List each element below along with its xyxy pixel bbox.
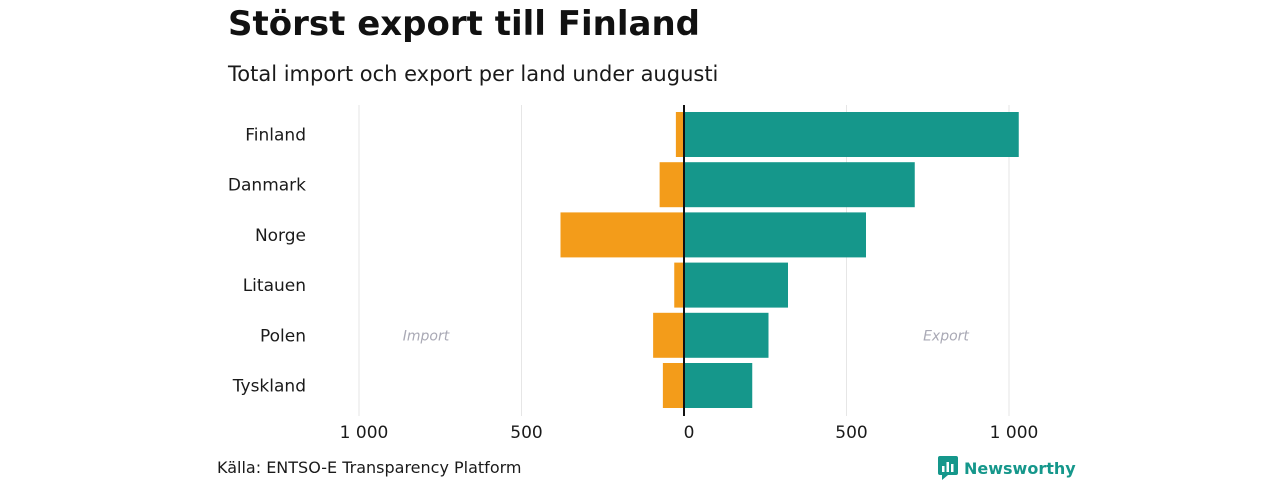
import-bar <box>659 162 684 208</box>
category-label: Norge <box>255 226 306 246</box>
brand-name: Newsworthy <box>964 458 1076 478</box>
export-bar <box>684 312 769 358</box>
x-tick-label: 500 <box>510 423 542 443</box>
category-label: Litauen <box>243 276 306 296</box>
category-label: Finland <box>245 126 306 146</box>
chart-title: Störst export till Finland <box>228 4 701 44</box>
export-bar <box>684 212 866 258</box>
category-label: Tyskland <box>232 377 306 397</box>
import-bar <box>662 363 684 408</box>
chart-subtitle: Total import och export per land under a… <box>228 62 719 86</box>
import-bar <box>674 262 684 308</box>
import-bar <box>675 112 684 157</box>
brand-logo: Newsworthy <box>938 456 1076 480</box>
source-note: Källa: ENTSO-E Transparency Platform <box>217 458 522 477</box>
annotation-label: Import <box>403 328 450 344</box>
import-bar <box>653 312 684 358</box>
newsworthy-logo-icon <box>938 456 958 480</box>
import-bar <box>560 212 684 258</box>
annotation-label: Export <box>923 328 969 344</box>
x-tick-label: 500 <box>835 423 867 443</box>
export-bar <box>684 112 1019 157</box>
x-tick-label: 1 000 <box>340 423 389 443</box>
export-bar <box>684 162 915 208</box>
category-label: Polen <box>260 326 306 346</box>
x-tick-label: 1 000 <box>990 423 1039 443</box>
export-bar <box>684 262 788 308</box>
category-label: Danmark <box>228 176 306 196</box>
export-bar <box>684 363 753 408</box>
x-tick-label: 0 <box>684 423 695 443</box>
